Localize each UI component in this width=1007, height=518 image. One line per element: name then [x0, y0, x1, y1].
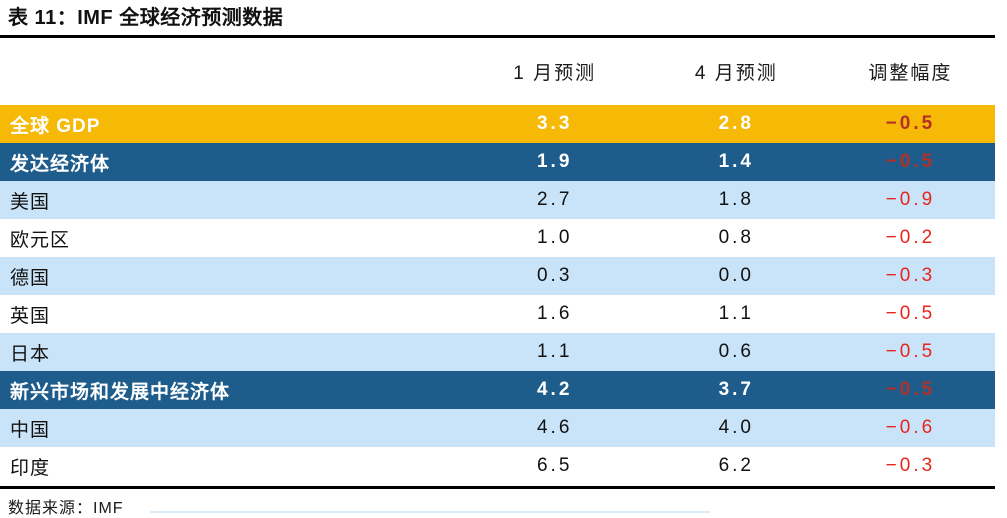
row-label: 日本 [10, 343, 51, 365]
row-label: 新兴市场和发展中经济体 [10, 381, 231, 403]
apr-value: 4.0 [718, 417, 754, 438]
adjustment-value: −0.5 [885, 341, 936, 362]
apr-value: 0.8 [718, 227, 754, 248]
jan-value: 1.6 [536, 303, 573, 324]
adjustment-value: −0.5 [885, 151, 936, 172]
header-label-col [0, 38, 463, 105]
forecast-table: 1 月预测 4 月预测 调整幅度 全球 GDP 3.3 2.8 −0.5 发达经… [0, 38, 995, 485]
apr-value: 1.1 [718, 303, 754, 324]
adjustment-value: −0.2 [885, 227, 936, 248]
table-row: 发达经济体 1.9 1.4 −0.5 [0, 143, 995, 181]
data-source-note: 数据来源：IMF [8, 500, 124, 517]
adjustment-value: −0.3 [885, 265, 936, 286]
row-label: 欧元区 [10, 229, 71, 251]
jan-value: 1.9 [536, 151, 573, 172]
row-label: 德国 [10, 267, 51, 289]
apr-value: 1.4 [718, 151, 754, 172]
table-row: 日本 1.1 0.6 −0.5 [0, 333, 995, 371]
table-row: 新兴市场和发展中经济体 4.2 3.7 −0.5 [0, 371, 995, 409]
jan-value: 4.2 [536, 379, 573, 400]
jan-value: 2.7 [536, 189, 573, 210]
adjustment-value: −0.3 [885, 455, 936, 476]
table-row: 德国 0.3 0.0 −0.3 [0, 257, 995, 295]
row-label: 中国 [10, 419, 51, 441]
apr-value: 1.8 [718, 189, 754, 210]
header-row: 1 月预测 4 月预测 调整幅度 [0, 38, 995, 105]
table-title: 表 11：IMF 全球经济预测数据 [8, 7, 284, 29]
apr-value: 6.2 [718, 455, 754, 476]
table-body: 全球 GDP 3.3 2.8 −0.5 发达经济体 1.9 1.4 −0.5 美… [0, 105, 995, 485]
row-label: 美国 [10, 191, 51, 213]
table-row: 中国 4.6 4.0 −0.6 [0, 409, 995, 447]
jan-value: 1.1 [536, 341, 573, 362]
adjustment-value: −0.9 [885, 189, 936, 210]
row-label: 印度 [10, 457, 51, 479]
adjustment-value: −0.6 [885, 417, 936, 438]
apr-value: 0.6 [718, 341, 754, 362]
jan-value: 1.0 [536, 227, 573, 248]
table-row: 印度 6.5 6.2 −0.3 [0, 447, 995, 485]
row-label: 发达经济体 [10, 153, 111, 175]
table-row: 美国 2.7 1.8 −0.9 [0, 181, 995, 219]
row-label: 英国 [10, 305, 51, 327]
source-rule [0, 486, 995, 489]
table-row: 欧元区 1.0 0.8 −0.2 [0, 219, 995, 257]
adjustment-value: −0.5 [885, 113, 936, 134]
row-label: 全球 GDP [10, 115, 101, 137]
bottom-divider-line [150, 511, 710, 513]
adjustment-value: −0.5 [885, 379, 936, 400]
table-row: 全球 GDP 3.3 2.8 −0.5 [0, 105, 995, 143]
apr-value: 3.7 [718, 379, 754, 400]
jan-value: 6.5 [536, 455, 573, 476]
adjustment-value: −0.5 [885, 303, 936, 324]
table-row: 英国 1.6 1.1 −0.5 [0, 295, 995, 333]
header-jan-forecast: 1 月预测 [513, 63, 597, 84]
jan-value: 0.3 [536, 265, 573, 286]
jan-value: 3.3 [536, 113, 573, 134]
jan-value: 4.6 [536, 417, 573, 438]
apr-value: 0.0 [718, 265, 754, 286]
header-apr-forecast: 4 月预测 [694, 63, 778, 84]
header-adjustment: 调整幅度 [868, 63, 953, 84]
title-rule [0, 35, 995, 38]
apr-value: 2.8 [718, 113, 754, 134]
